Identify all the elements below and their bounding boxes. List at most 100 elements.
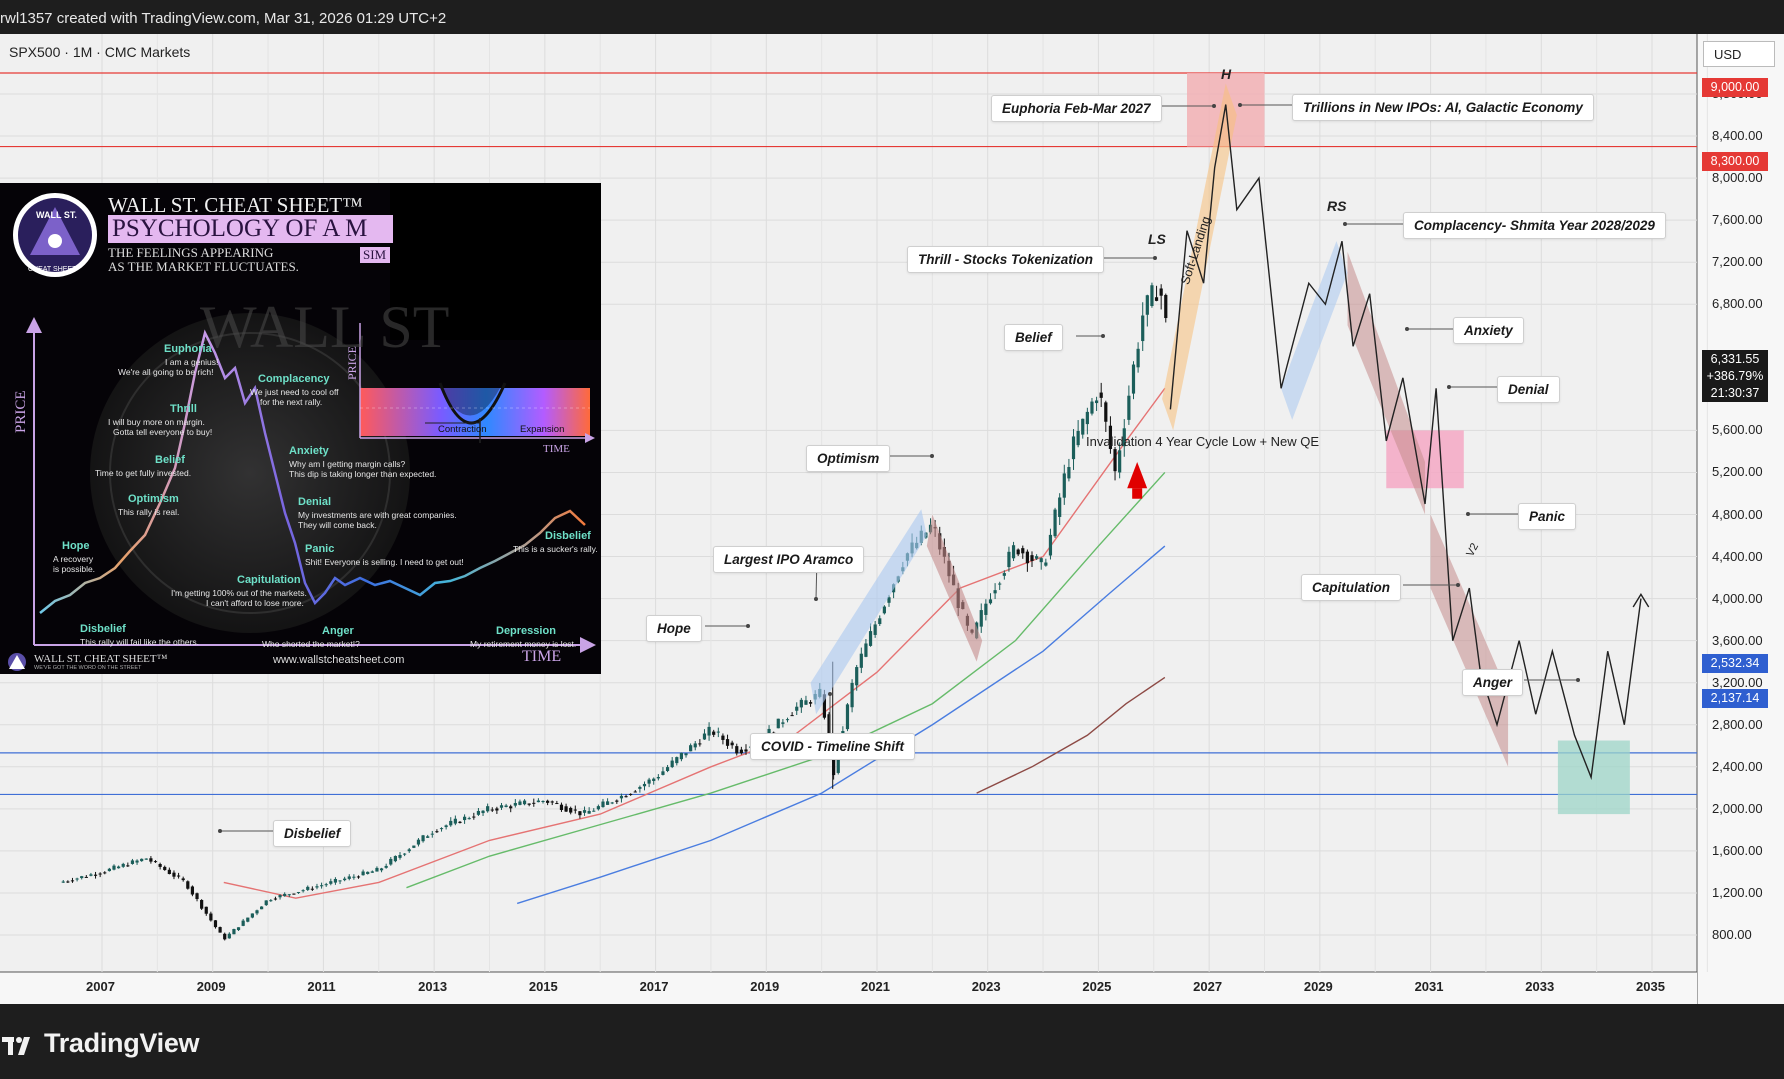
callout-optimism[interactable]: Optimism xyxy=(806,445,891,472)
candle-body xyxy=(1131,364,1136,394)
callout-covid[interactable]: COVID - Timeline Shift xyxy=(750,733,916,760)
year-tick-label: 2011 xyxy=(307,979,336,994)
price-tick-label: 1,200.00 xyxy=(1712,884,1763,900)
stage-euphoria: Euphoria xyxy=(164,343,212,355)
callout-denial[interactable]: Denial xyxy=(1497,376,1560,403)
candle-body xyxy=(1035,556,1039,559)
candle-body xyxy=(370,871,374,873)
price-tick-label: 800.00 xyxy=(1712,927,1752,942)
candle-body xyxy=(107,868,111,872)
callout-capitulation[interactable]: Capitulation xyxy=(1301,574,1401,601)
candle-body xyxy=(569,807,573,813)
callout-euphoria[interactable]: Euphoria Feb-Mar 2027 xyxy=(991,95,1162,122)
candle-body xyxy=(559,804,564,811)
candle-body xyxy=(513,803,517,806)
price-tick-label: 8,400.00 xyxy=(1712,128,1763,144)
price-tag-2532: 2,532.34 xyxy=(1702,654,1768,673)
callout-anchor xyxy=(1212,104,1216,108)
chart-area[interactable]: SPX500 · 1M · CMC Markets USD 8,800.008,… xyxy=(0,34,1784,1004)
callout-complacency[interactable]: Complacency- Shmita Year 2028/2029 xyxy=(1403,212,1666,239)
candle-body xyxy=(117,866,121,869)
tradingview-logo[interactable]: TradingView xyxy=(2,1028,200,1059)
candle-body xyxy=(453,818,457,824)
candle-body xyxy=(988,599,993,604)
candle-body xyxy=(998,583,1002,585)
candle-body xyxy=(301,890,305,892)
year-tick-label: 2021 xyxy=(861,979,890,994)
candle-body xyxy=(827,714,831,747)
candle-body xyxy=(250,913,254,918)
stage-optimism: Optimism xyxy=(128,493,179,505)
candle-body xyxy=(693,743,697,748)
candle-body xyxy=(393,855,397,862)
candle-body xyxy=(426,836,430,838)
candle-body xyxy=(449,820,453,826)
price-tick-label: 2,400.00 xyxy=(1712,758,1763,774)
candle-body xyxy=(795,706,799,711)
candle-body xyxy=(403,853,407,855)
candle-body xyxy=(227,933,231,939)
band-euphoria xyxy=(1162,83,1237,431)
candle-body xyxy=(389,858,393,865)
candle-body xyxy=(361,871,365,876)
stage-complacency: Complacency xyxy=(258,373,330,385)
callout-hope[interactable]: Hope xyxy=(646,615,702,642)
candle-body xyxy=(430,833,434,835)
stage-denial: Denial xyxy=(298,496,332,508)
callout-anger[interactable]: Anger xyxy=(1462,669,1524,696)
candle-body xyxy=(98,873,102,875)
callout-disbelief[interactable]: Disbelief xyxy=(273,820,352,847)
candle-body xyxy=(532,802,536,804)
last-price-badge: 6,331.55 +386.79% 21:30:37 xyxy=(1702,350,1768,402)
candle-body xyxy=(605,801,610,805)
candle-body xyxy=(868,631,873,646)
candle-body xyxy=(241,920,245,926)
candle-body xyxy=(725,739,730,746)
price-chart[interactable] xyxy=(0,34,1784,1004)
year-tick-label: 2025 xyxy=(1082,979,1112,994)
callout-panic[interactable]: Panic xyxy=(1518,503,1577,530)
symbol-label[interactable]: SPX500 · 1M · CMC Markets xyxy=(9,44,191,60)
currency-selector[interactable]: USD xyxy=(1703,41,1775,67)
candle-body xyxy=(1099,392,1103,398)
candle-body xyxy=(80,876,84,879)
candle-body xyxy=(158,864,162,867)
candle-body xyxy=(808,702,813,704)
candle-body xyxy=(435,831,439,833)
chart-header-bar: rwl1357 created with TradingView.com, Ma… xyxy=(0,0,1784,34)
year-tick-label: 2013 xyxy=(418,979,448,994)
candle-body xyxy=(287,894,291,896)
candle-body xyxy=(1053,509,1057,537)
stage-thrill: Thrill xyxy=(170,403,197,415)
candle-body xyxy=(439,828,444,830)
candle-body xyxy=(93,874,98,876)
candle-body xyxy=(1030,555,1034,561)
candle-body xyxy=(656,777,660,779)
callout-largest-ipo[interactable]: Largest IPO Aramco xyxy=(713,546,865,573)
callout-belief[interactable]: Belief xyxy=(1004,324,1063,351)
candle-body xyxy=(1090,401,1094,414)
callout-anxiety[interactable]: Anxiety xyxy=(1453,317,1524,344)
callout-trillions-ipos[interactable]: Trillions in New IPOs: AI, Galactic Econ… xyxy=(1292,94,1594,121)
callout-thrill[interactable]: Thrill - Stocks Tokenization xyxy=(907,246,1105,273)
candle-body xyxy=(412,845,416,848)
candle-body xyxy=(1118,450,1122,473)
band-panic xyxy=(1430,514,1509,767)
candle-body xyxy=(1145,295,1149,315)
stage-disbelief-left: Disbelief xyxy=(80,623,126,635)
candle-body xyxy=(218,927,222,933)
year-tick-label: 2017 xyxy=(639,979,669,994)
candle-body xyxy=(223,933,227,940)
candle-body xyxy=(112,865,116,870)
inset-website: www.wallstcheatsheet.com xyxy=(273,654,405,666)
candle-body xyxy=(689,745,693,752)
candle-body xyxy=(873,624,877,635)
candle-body xyxy=(1122,428,1126,447)
candle-body xyxy=(629,793,633,795)
candle-body xyxy=(702,733,707,740)
candle-body xyxy=(1094,400,1099,404)
year-tick-label: 2035 xyxy=(1636,979,1665,994)
year-tick-label: 2009 xyxy=(196,979,226,994)
callout-anchor xyxy=(1447,385,1451,389)
candle-body xyxy=(781,722,785,724)
